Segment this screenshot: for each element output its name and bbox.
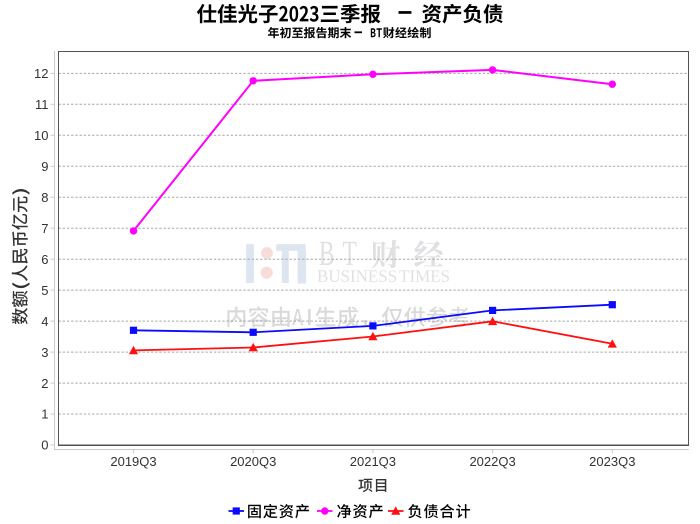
svg-text:8: 8 xyxy=(41,190,48,205)
svg-text:2023Q3: 2023Q3 xyxy=(589,454,635,469)
svg-text:0: 0 xyxy=(41,438,48,453)
svg-text:2021Q3: 2021Q3 xyxy=(350,454,396,469)
svg-text:7: 7 xyxy=(41,221,48,236)
svg-text:5: 5 xyxy=(41,283,48,298)
svg-text:10: 10 xyxy=(34,128,48,143)
svg-text:1: 1 xyxy=(41,407,48,422)
svg-text:2020Q3: 2020Q3 xyxy=(230,454,276,469)
svg-text:2019Q3: 2019Q3 xyxy=(110,454,156,469)
svg-text:12: 12 xyxy=(34,66,48,81)
svg-text:11: 11 xyxy=(35,97,49,112)
svg-text:2022Q3: 2022Q3 xyxy=(469,454,515,469)
svg-text:6: 6 xyxy=(41,252,48,267)
svg-text:2: 2 xyxy=(41,376,48,391)
svg-text:9: 9 xyxy=(41,159,48,174)
svg-text:3: 3 xyxy=(41,345,48,360)
svg-text:4: 4 xyxy=(41,314,48,329)
